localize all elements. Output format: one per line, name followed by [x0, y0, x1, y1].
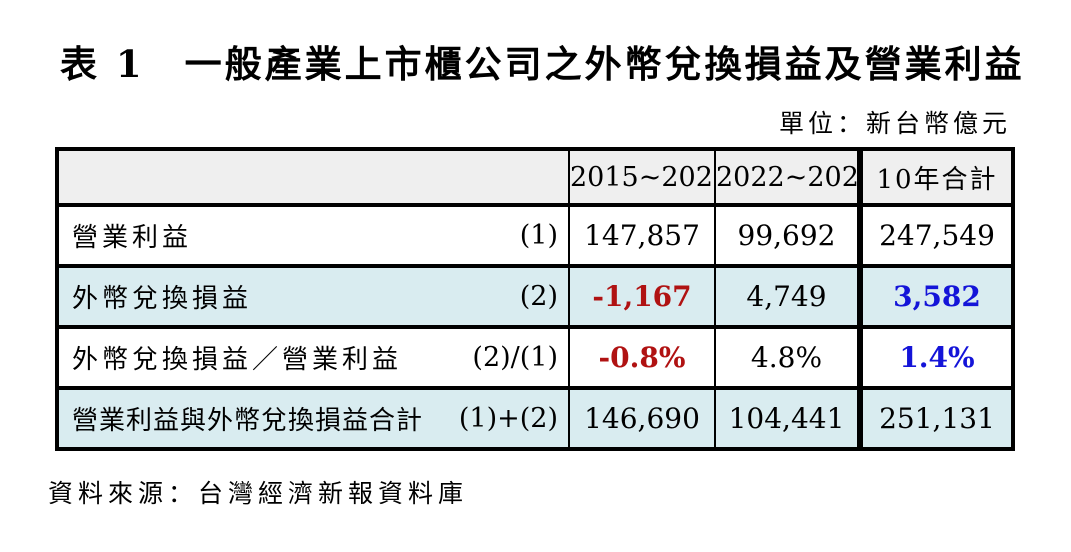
data-table: 2015~2021 2022~2024 10年合計 營業利益 (1) 147,8… — [55, 147, 1015, 451]
value-cell: 251,131 — [857, 386, 1014, 451]
value-cell: 247,549 — [857, 203, 1014, 268]
table-header-row: 2015~2021 2022~2024 10年合計 — [56, 147, 1014, 207]
value-cell: 99,692 — [714, 203, 861, 268]
table-row-fx-ratio: 外幣兌換損益／營業利益 (2)/(1) -0.8% 4.8% 1.4% — [56, 325, 1014, 390]
row-marker: (2)/(1) — [472, 342, 558, 373]
header-10yr-total: 10年合計 — [857, 147, 1014, 207]
value-cell: 4,749 — [714, 264, 861, 329]
row-label-cell: 外幣兌換損益／營業利益 (2)/(1) — [56, 325, 570, 390]
value-cell: 147,857 — [568, 203, 716, 268]
row-label-cell: 營業利益與外幣兌換損益合計 (1)+(2) — [56, 386, 570, 451]
header-period-2022-2024: 2022~2024 — [714, 147, 861, 207]
value-cell-negative: -1,167 — [568, 264, 716, 329]
row-label: 營業利益與外幣兌換損益合計 — [72, 406, 424, 436]
row-label: 外幣兌換損益／營業利益 — [72, 345, 403, 375]
source-note: 資料來源：台灣經濟新報資料庫 — [48, 479, 469, 508]
row-label-cell: 營業利益 (1) — [56, 203, 570, 268]
value-cell-total: 3,582 — [857, 264, 1014, 329]
row-marker: (1) — [519, 220, 558, 251]
row-marker: (1)+(2) — [458, 403, 558, 434]
table-title: 表 1 一般產業上市櫃公司之外幣兌換損益及營業利益 — [60, 42, 1025, 86]
value-cell: 4.8% — [714, 325, 861, 390]
header-empty-cell — [56, 147, 570, 207]
header-period-2015-2021: 2015~2021 — [568, 147, 716, 207]
table-row-operating-profit: 營業利益 (1) 147,857 99,692 247,549 — [56, 203, 1014, 268]
table-row-combined-total: 營業利益與外幣兌換損益合計 (1)+(2) 146,690 104,441 25… — [56, 386, 1014, 451]
row-label: 營業利益 — [72, 223, 193, 253]
value-cell-total: 1.4% — [857, 325, 1014, 390]
row-label: 外幣兌換損益 — [72, 284, 253, 314]
row-marker: (2) — [519, 281, 558, 312]
value-cell-negative: -0.8% — [568, 325, 716, 390]
table-row-fx-gain-loss: 外幣兌換損益 (2) -1,167 4,749 3,582 — [56, 264, 1014, 329]
row-label-cell: 外幣兌換損益 (2) — [56, 264, 570, 329]
value-cell: 146,690 — [568, 386, 716, 451]
value-cell: 104,441 — [714, 386, 861, 451]
unit-note: 單位：新台幣億元 — [778, 109, 1011, 138]
